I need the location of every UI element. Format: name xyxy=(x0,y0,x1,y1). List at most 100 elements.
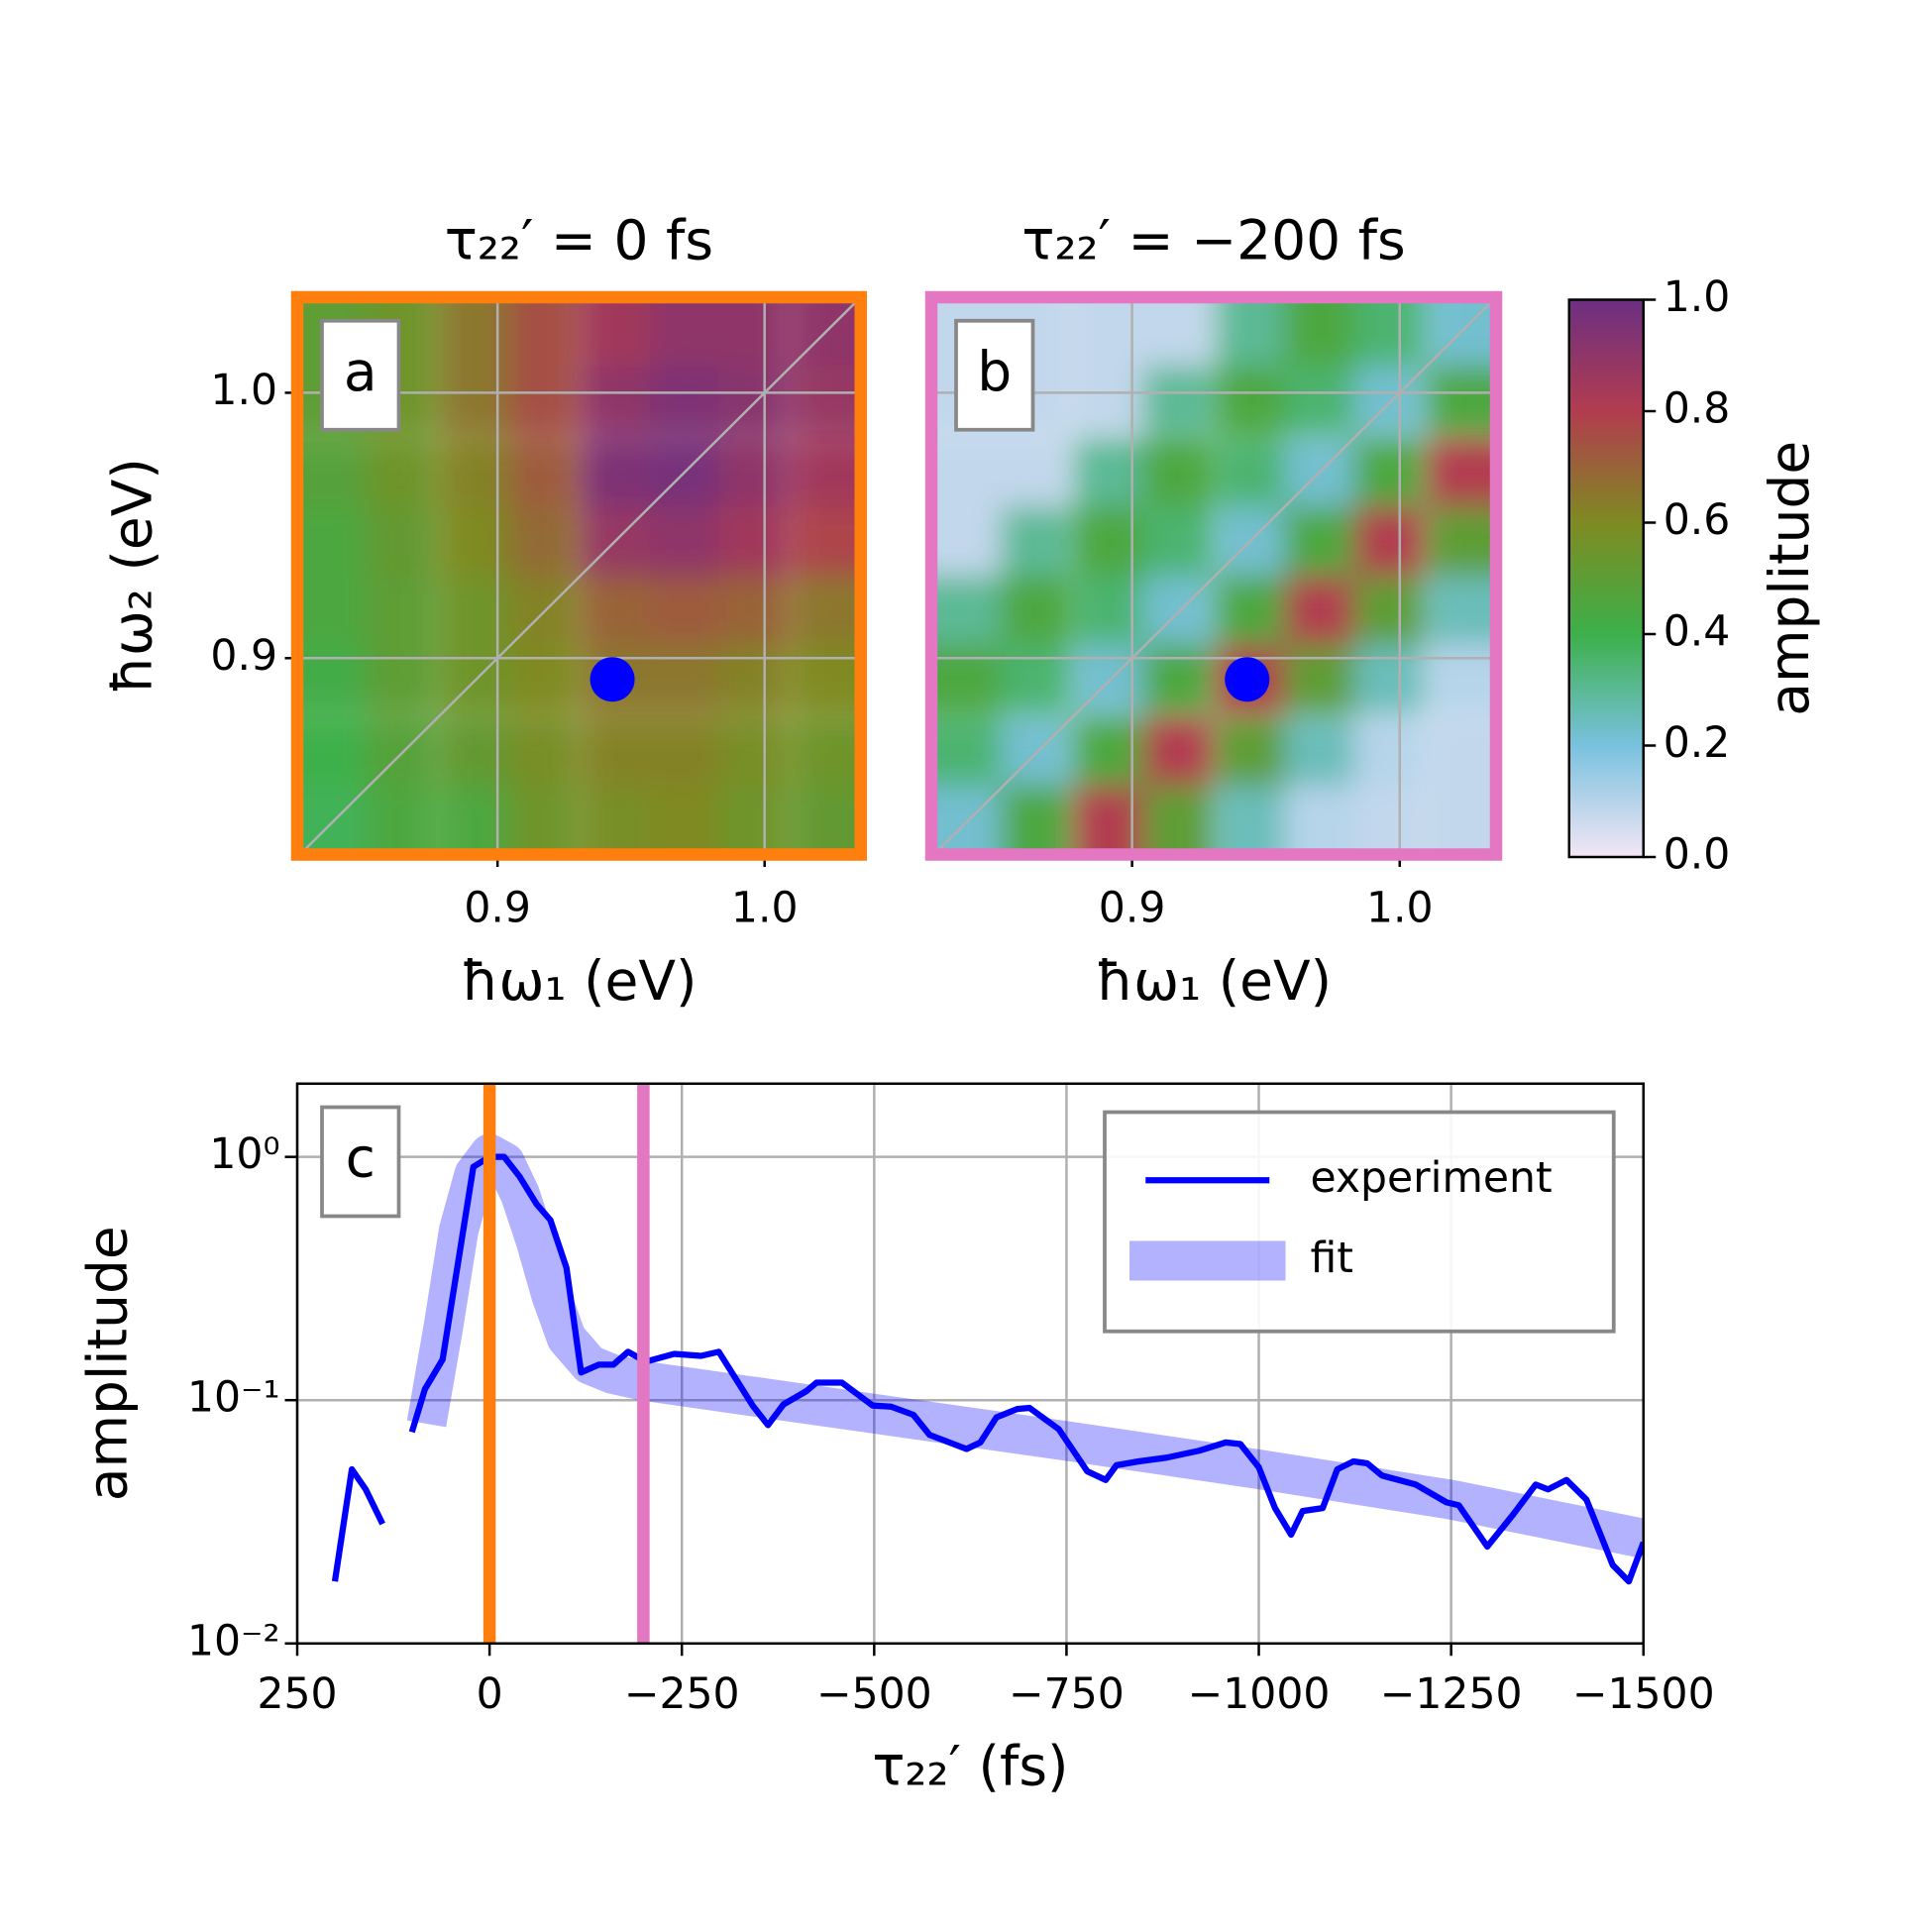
heatmap-cell xyxy=(367,506,437,577)
heatmap-cell xyxy=(931,437,1002,508)
heatmap-cell xyxy=(718,297,790,368)
heatmap-cell xyxy=(367,716,437,787)
legend-label: experiment xyxy=(1311,1154,1553,1203)
heatmap-cells xyxy=(297,297,861,855)
y-tick-label: 1.0 xyxy=(210,367,277,415)
heatmap-cell xyxy=(1284,644,1355,715)
heatmap-cell xyxy=(1142,644,1214,715)
heatmap-cell xyxy=(1142,297,1214,368)
heatmap-cell xyxy=(507,506,579,577)
heatmap-cell xyxy=(297,644,368,715)
heatmap-cell xyxy=(931,506,1002,577)
heatmap-cell xyxy=(297,785,368,855)
heatmap-cell xyxy=(1215,576,1286,646)
heatmap-cell xyxy=(297,506,368,577)
heatmap-cell xyxy=(1215,437,1286,508)
heatmap-cell xyxy=(931,785,1002,855)
heatmap-cell xyxy=(1426,437,1496,508)
heatmap-cell xyxy=(1001,576,1072,646)
heatmap-cell xyxy=(791,506,861,577)
heatmap-cell xyxy=(1353,785,1425,855)
y-axis-label: amplitude xyxy=(76,1226,140,1501)
heatmap-cell xyxy=(1215,297,1286,368)
frame xyxy=(924,290,1503,861)
heatmap-cell xyxy=(931,576,1002,646)
heatmap-cells xyxy=(931,297,1496,855)
panel-label-box xyxy=(320,318,401,432)
diagonal-line xyxy=(298,296,862,856)
x-tick-label: −750 xyxy=(1009,1670,1125,1719)
panel-label-box xyxy=(954,318,1035,432)
legend-label: fit xyxy=(1311,1234,1353,1283)
heatmap-cell xyxy=(367,644,437,715)
heatmap-cell xyxy=(1353,576,1425,646)
diagonal-line xyxy=(932,296,1497,856)
heatmap-cell xyxy=(367,785,437,855)
marker-point xyxy=(590,657,635,702)
heatmap-cell xyxy=(1001,644,1072,715)
colorbar-tick-label: 0.8 xyxy=(1664,385,1731,434)
x-axis-label: ħω₁ (eV) xyxy=(1096,949,1332,1013)
heatmap-cell xyxy=(649,576,720,646)
heatmap-cell xyxy=(1284,366,1355,436)
heatmap-cell xyxy=(367,437,437,508)
heatmap-cell xyxy=(649,366,720,436)
heatmap-cell xyxy=(1426,644,1496,715)
heatmap-cell xyxy=(1426,716,1496,787)
heatmap-cell xyxy=(718,644,790,715)
panel-label-box xyxy=(320,1105,401,1219)
heatmap-cell xyxy=(580,576,651,646)
heatmap-cell xyxy=(1426,576,1496,646)
y-tick-label: 10⁻¹ xyxy=(187,1374,280,1423)
heatmap-cell xyxy=(718,576,790,646)
heatmap-cell xyxy=(1142,716,1214,787)
heatmap-cell xyxy=(1001,506,1072,577)
heatmap-cell xyxy=(1284,576,1355,646)
y-tick-label: 10⁻² xyxy=(187,1617,280,1665)
heatmap-cell xyxy=(1142,576,1214,646)
x-tick-label: −250 xyxy=(624,1670,740,1719)
heatmap-cell xyxy=(1001,785,1072,855)
heatmap-cell xyxy=(1284,785,1355,855)
panel-label: a xyxy=(344,340,377,403)
panel-title: τ₂₂′ = 0 fs xyxy=(445,208,713,271)
heatmap-cell xyxy=(791,785,861,855)
heatmap-cell xyxy=(1353,506,1425,577)
heatmap-cell xyxy=(649,644,720,715)
heatmap-cell xyxy=(297,576,368,646)
heatmap-cell xyxy=(507,297,579,368)
colorbar xyxy=(1567,298,1645,859)
heatmap-cell xyxy=(507,785,579,855)
colorbar-label: amplitude xyxy=(1758,441,1821,716)
heatmap-cell xyxy=(1215,716,1286,787)
heatmap-cell xyxy=(718,716,790,787)
heatmap-cell xyxy=(1426,506,1496,577)
heatmap-cell xyxy=(791,716,861,787)
x-tick-label: 0.9 xyxy=(1099,884,1166,932)
heatmap-cell xyxy=(297,716,368,787)
x-tick-label: 250 xyxy=(257,1670,337,1719)
y-tick-label: 0.9 xyxy=(210,632,277,681)
heatmap-cell xyxy=(1353,366,1425,436)
x-tick-label: 1.0 xyxy=(1366,884,1434,932)
colorbar-tick-label: 0.6 xyxy=(1664,496,1731,545)
x-tick-label: −500 xyxy=(816,1670,932,1719)
heatmap-cell xyxy=(507,366,579,436)
legend-box xyxy=(1103,1110,1616,1334)
panel-title: τ₂₂′ = −200 fs xyxy=(1021,208,1405,271)
panel-label: c xyxy=(346,1127,376,1190)
heatmap-cell xyxy=(1142,506,1214,577)
y-axis-label: ħω₂ (eV) xyxy=(101,458,164,694)
series-line xyxy=(331,1153,1644,1585)
heatmap-cell xyxy=(1142,785,1214,855)
panel-label: b xyxy=(977,340,1012,403)
heatmap-cell xyxy=(931,644,1002,715)
marker-point xyxy=(1225,657,1270,702)
x-tick-label: −1500 xyxy=(1572,1670,1715,1719)
heatmap xyxy=(931,297,1496,855)
heatmap-cell xyxy=(1284,297,1355,368)
heatmap-cell xyxy=(649,506,720,577)
heatmap-cell xyxy=(718,437,790,508)
colorbar-tick-label: 1.0 xyxy=(1664,273,1731,322)
